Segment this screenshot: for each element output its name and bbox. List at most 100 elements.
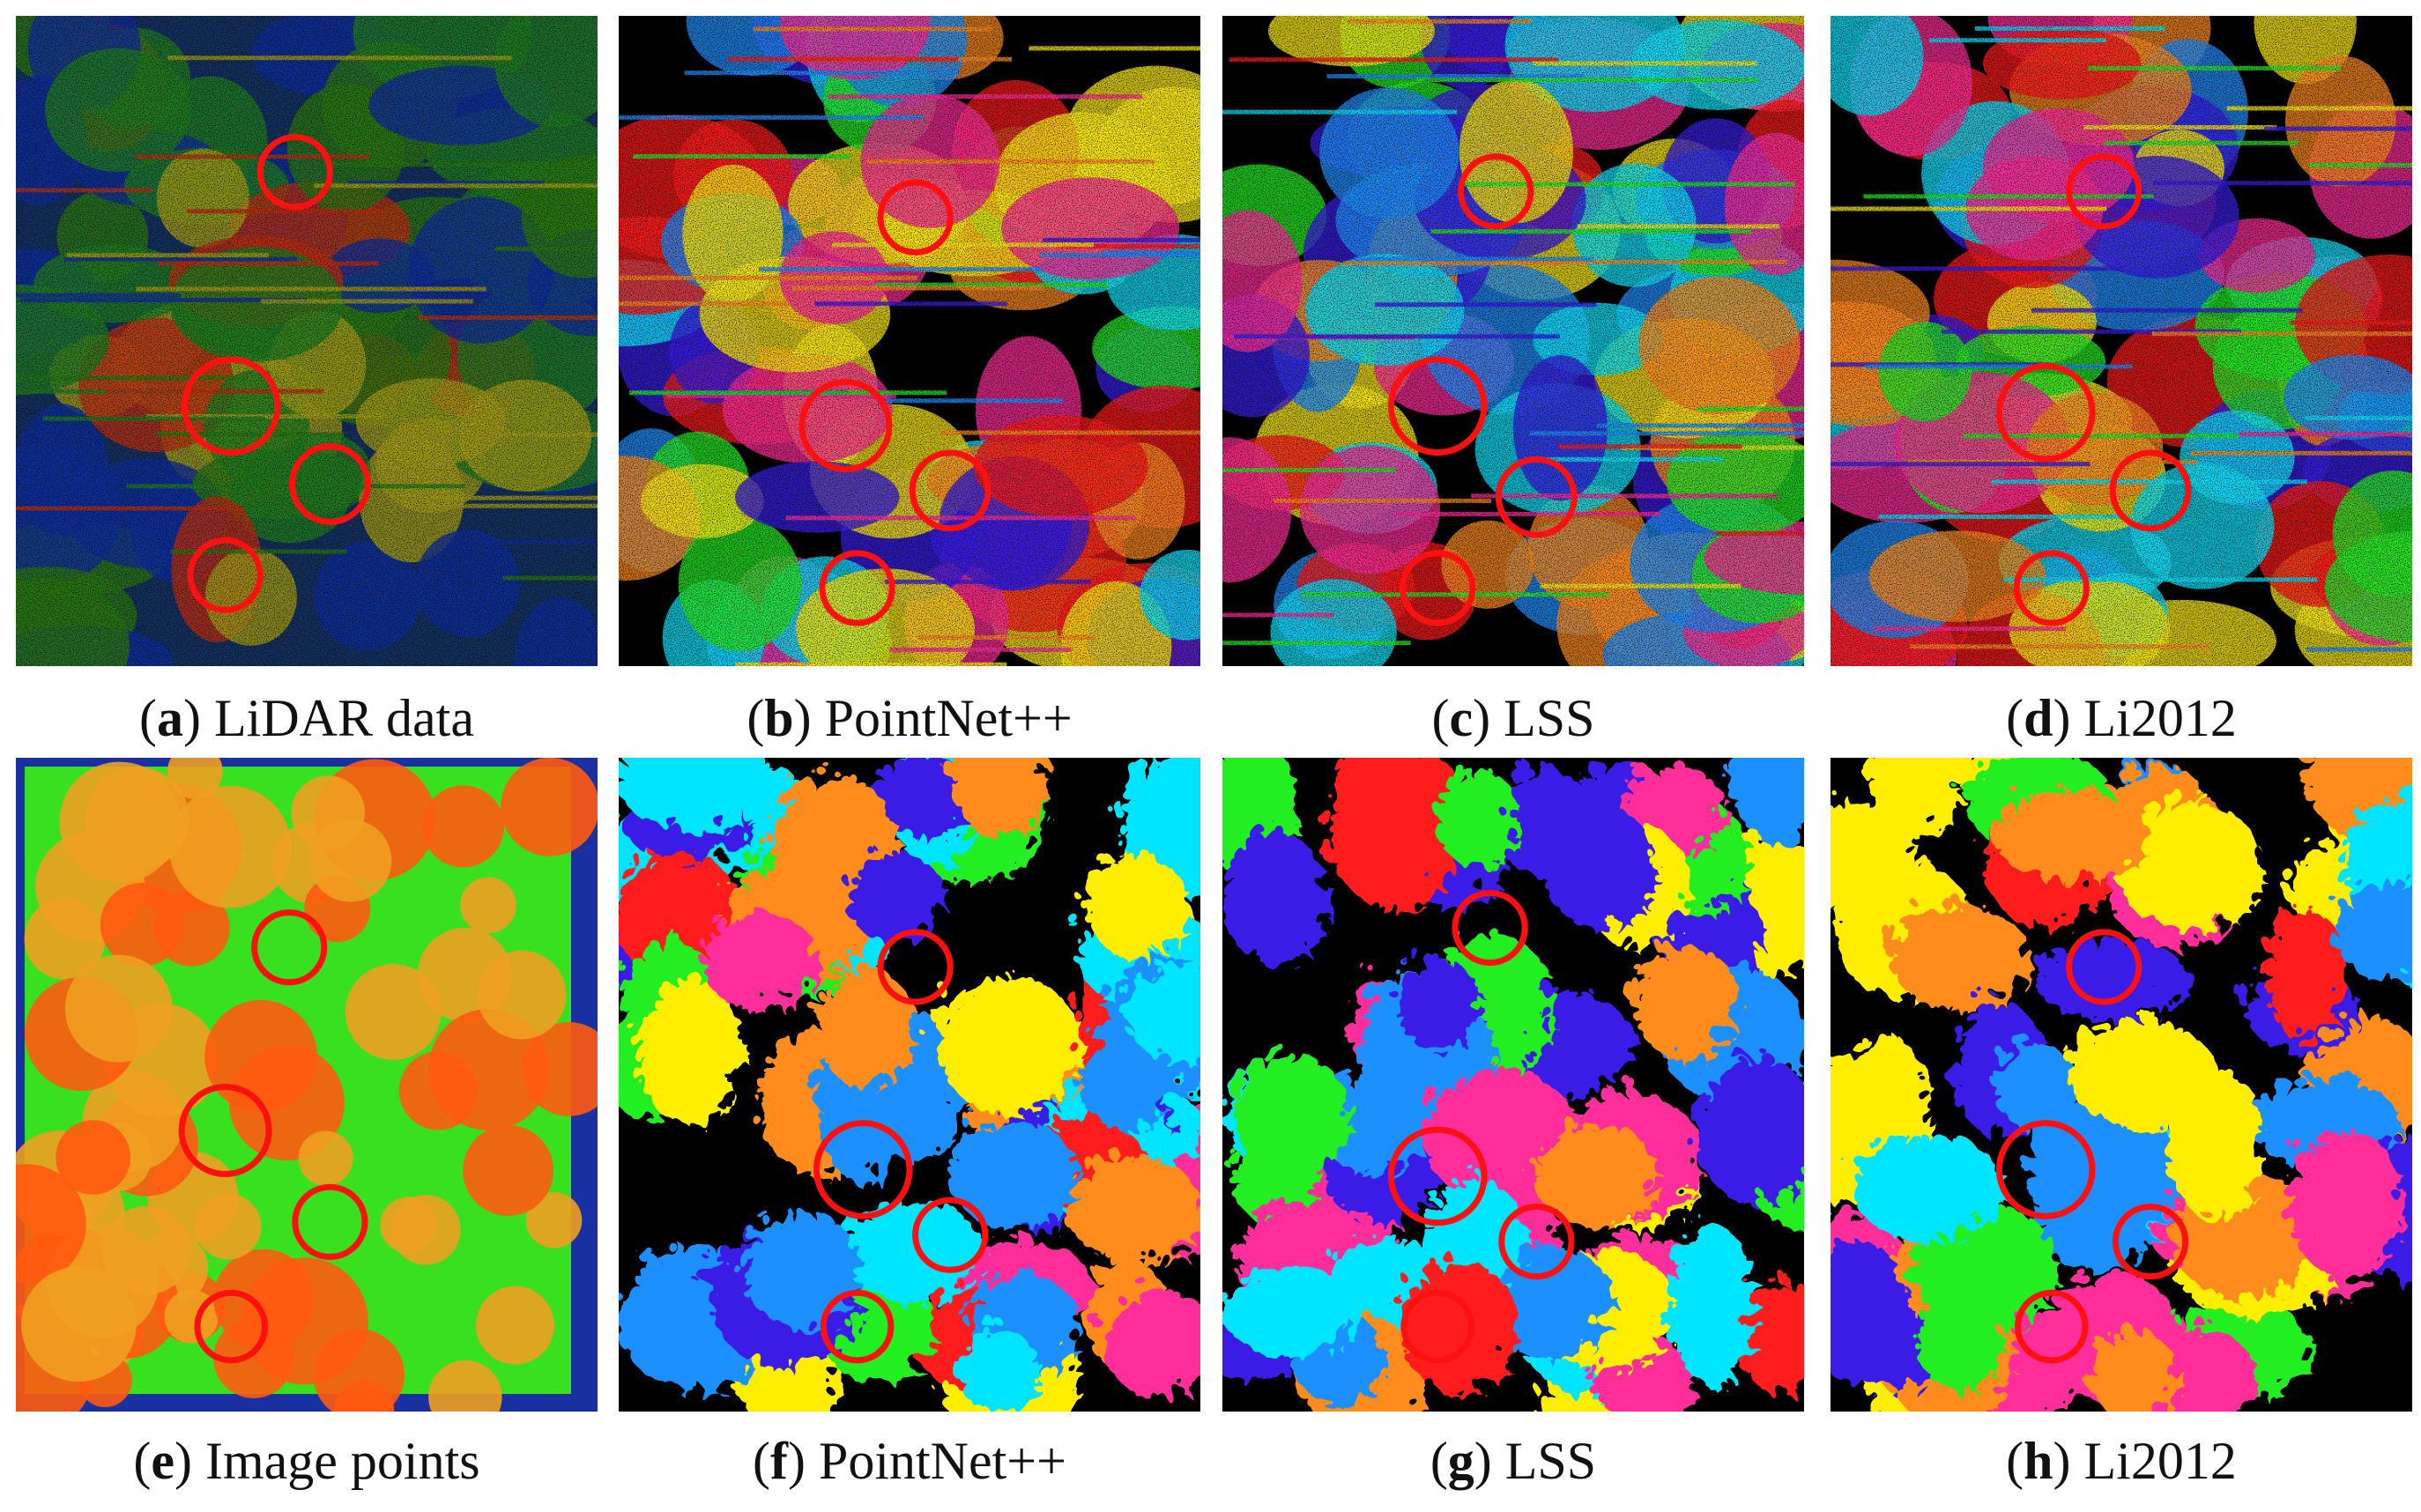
crown <box>1267 16 1435 67</box>
stripe <box>260 299 473 304</box>
stripe <box>494 246 598 251</box>
stripe <box>1865 364 2133 369</box>
highlight-circle <box>1498 1203 1575 1280</box>
crown <box>408 196 553 344</box>
segment <box>1118 955 1200 1055</box>
crown <box>1868 530 2046 622</box>
segment <box>693 902 810 1002</box>
point-cloud <box>1222 16 1804 666</box>
crown <box>501 758 598 856</box>
highlight-circle <box>194 1289 268 1364</box>
stripe <box>619 115 925 120</box>
caption: (g) LSS <box>1214 1431 1813 1492</box>
caption-letter: c <box>1449 689 1474 747</box>
crown <box>1459 78 1573 224</box>
crown <box>213 1249 315 1350</box>
segment <box>2025 930 2182 1012</box>
caption: (c) LSS <box>1214 688 1813 749</box>
stripe <box>1222 612 1334 618</box>
stripe <box>1533 61 1758 66</box>
stripe <box>1831 266 2122 271</box>
crown <box>1983 26 2142 100</box>
segment <box>1075 845 1179 948</box>
crown <box>1638 276 1801 415</box>
stripe <box>134 154 369 159</box>
caption: (h) Li2012 <box>1822 1431 2421 1492</box>
caption-open: ( <box>2006 689 2024 747</box>
stripe <box>1222 109 1458 115</box>
segment <box>1659 1217 1749 1376</box>
crown <box>314 541 421 651</box>
caption-rest: ) PointNet++ <box>787 1432 1066 1490</box>
stripe <box>485 539 598 545</box>
caption-open: ( <box>2006 1432 2024 1490</box>
stripe <box>728 56 958 62</box>
caption-rest: ) LiDAR data <box>183 689 474 747</box>
crown <box>1421 16 1511 90</box>
crown <box>640 463 764 538</box>
caption-open: ( <box>746 689 765 747</box>
segment <box>949 1319 1030 1405</box>
stripe <box>2151 331 2412 337</box>
stripe <box>16 188 153 193</box>
crown <box>195 1193 262 1260</box>
caption: (a) LiDAR data <box>7 688 606 749</box>
crown <box>16 1164 86 1285</box>
caption-rest: ) LSS <box>1474 1432 1597 1490</box>
stripe <box>1907 459 2199 464</box>
highlight-circle <box>1400 1289 1474 1364</box>
caption: (b) PointNet++ <box>610 688 1209 749</box>
stripe <box>1342 261 1563 266</box>
crown <box>64 954 173 1063</box>
stripe <box>1374 302 1597 308</box>
stripe <box>157 261 379 266</box>
point-cloud <box>1831 16 2412 666</box>
segment <box>2257 900 2338 1035</box>
crown <box>421 785 504 868</box>
stripe <box>684 70 960 76</box>
stripe <box>876 282 1110 287</box>
crown <box>1441 520 1534 609</box>
crown <box>460 877 516 934</box>
crown <box>1512 354 1608 501</box>
segment <box>1325 758 1407 834</box>
segment <box>2279 1118 2394 1270</box>
stripe <box>418 315 598 321</box>
caption-open: ( <box>1431 689 1450 747</box>
stripe <box>1029 46 1200 51</box>
segment <box>1857 758 1958 826</box>
crown <box>308 819 392 902</box>
crown <box>1724 132 1804 276</box>
stripe <box>1525 456 1724 462</box>
stripe <box>828 94 1143 100</box>
stripe <box>2264 126 2412 131</box>
highlight-circle <box>877 929 954 1005</box>
stripe <box>429 495 598 500</box>
stripe <box>324 162 598 167</box>
stripe <box>939 430 1200 435</box>
stripe <box>1353 256 1594 262</box>
crown <box>204 999 318 1113</box>
segment <box>619 758 762 822</box>
stripe <box>918 635 1095 641</box>
stripe <box>1877 514 2130 519</box>
caption-letter: e <box>151 1432 175 1490</box>
stripe <box>832 242 1094 248</box>
panel-image <box>1831 16 2412 666</box>
segment <box>1425 759 1511 857</box>
caption-rest: ) PointNet++ <box>793 689 1073 747</box>
segment <box>1222 1046 1343 1165</box>
point-cloud <box>619 758 1200 1412</box>
point-cloud <box>1831 758 2412 1412</box>
stripe <box>1577 224 1779 229</box>
stripe <box>2104 140 2298 145</box>
segment <box>1623 937 1731 1051</box>
stripe <box>1831 462 2091 467</box>
highlight-circle <box>1496 456 1578 538</box>
highlight-circle <box>1387 1126 1488 1227</box>
stripe <box>785 515 1136 521</box>
highlight-circle <box>2112 1203 2189 1280</box>
crown <box>678 516 802 652</box>
stripe <box>735 662 1007 666</box>
crown <box>345 964 442 1060</box>
